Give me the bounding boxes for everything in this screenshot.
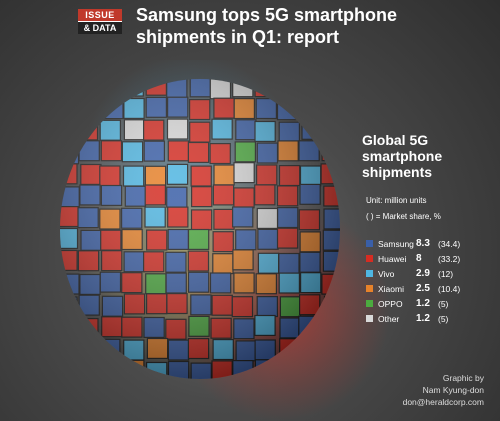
legend-swatch <box>366 240 373 247</box>
legend-share: (12) <box>438 268 454 279</box>
legend-label: Vivo <box>378 268 395 279</box>
legend-value: 8 <box>416 253 422 264</box>
issue-data-badge: ISSUE & DATA <box>78 9 122 34</box>
legend-value: 1.2 <box>416 298 430 309</box>
globe-tile <box>321 140 340 162</box>
legend-share: (10.4) <box>438 283 461 294</box>
globe-tile <box>77 79 99 98</box>
title-line-2: shipments in Q1: report <box>136 27 340 47</box>
legend-value: 2.9 <box>416 268 430 279</box>
legend-row: Huawei 8 (33.2) <box>366 251 496 266</box>
globe-tile <box>77 337 99 359</box>
legend-share: (5) <box>438 313 449 324</box>
graphic-credit: Graphic by Nam Kyung-don don@heraldcorp.… <box>403 372 484 408</box>
globe-tile <box>60 120 79 142</box>
globe-tile <box>299 99 321 121</box>
globe-tile <box>320 118 340 140</box>
globe-tile <box>276 359 298 379</box>
legend-share: (5) <box>438 298 449 309</box>
legend-label: Other <box>378 313 400 324</box>
badge-line-1: ISSUE <box>78 9 122 21</box>
legend-label: Xiaomi <box>378 283 404 294</box>
globe-tile <box>299 337 321 359</box>
share-note: ( ) = Market share, % <box>366 212 441 221</box>
subtitle-line-2: smartphone <box>362 148 443 164</box>
globe-tile <box>76 100 99 122</box>
legend-share: (33.2) <box>438 253 461 264</box>
globe-tile <box>324 314 340 336</box>
legend-row: OPPO 1.2 (5) <box>366 296 496 311</box>
globe-shading <box>60 79 340 379</box>
tiled-globe-illustration <box>60 79 340 379</box>
globe-tile <box>324 100 340 122</box>
shipments-legend: Samsung 8.3 (34.4) Huawei 8 (33.2) Vivo 2.9 (12)… <box>366 236 496 326</box>
legend-value: 8.3 <box>416 238 430 249</box>
unit-note: Unit: million units <box>366 196 427 205</box>
legend-swatch <box>366 270 373 277</box>
legend-swatch <box>366 285 373 292</box>
globe-tile <box>321 358 340 379</box>
globe-tile <box>60 316 78 338</box>
globe-tile <box>60 97 79 119</box>
globe-tile <box>60 361 78 379</box>
credit-line-2: Nam Kyung-don <box>422 385 484 395</box>
legend-swatch <box>366 300 373 307</box>
globe-tile <box>101 360 123 379</box>
legend-row: Samsung 8.3 (34.4) <box>366 236 496 251</box>
globe-tile <box>60 338 77 360</box>
legend-swatch <box>366 315 373 322</box>
globe-tile <box>278 79 300 97</box>
legend-label: Huawei <box>378 253 407 264</box>
legend-swatch <box>366 255 373 262</box>
page-title: Samsung tops 5G smartphone shipments in … <box>136 4 436 48</box>
legend-value: 2.5 <box>416 283 430 294</box>
legend-row: Xiaomi 2.5 (10.4) <box>366 281 496 296</box>
badge-line-2: & DATA <box>78 21 122 34</box>
globe-tile <box>322 79 340 97</box>
globe-tile <box>323 295 340 317</box>
globe-tile <box>122 79 144 97</box>
legend-share: (34.4) <box>438 238 461 249</box>
globe-tile <box>98 79 121 99</box>
credit-line-3: don@heraldcorp.com <box>402 397 484 407</box>
chart-subtitle: Global 5G smartphone shipments <box>362 132 492 180</box>
subtitle-line-1: Global 5G <box>362 132 429 148</box>
legend-value: 1.2 <box>416 313 430 324</box>
legend-row: Vivo 2.9 (12) <box>366 266 496 281</box>
globe-tile <box>79 359 102 379</box>
title-line-1: Samsung tops 5G smartphone <box>136 5 398 25</box>
subtitle-line-3: shipments <box>362 164 433 180</box>
credit-line-1: Graphic by <box>442 373 484 383</box>
globe-tile <box>60 79 78 98</box>
globe-tile <box>302 79 324 98</box>
globe-tile <box>299 359 321 379</box>
globe-tile <box>324 336 340 358</box>
legend-label: Samsung <box>378 238 414 249</box>
globe-tile <box>60 296 78 318</box>
legend-row: Other 1.2 (5) <box>366 311 496 326</box>
legend-label: OPPO <box>378 298 403 309</box>
